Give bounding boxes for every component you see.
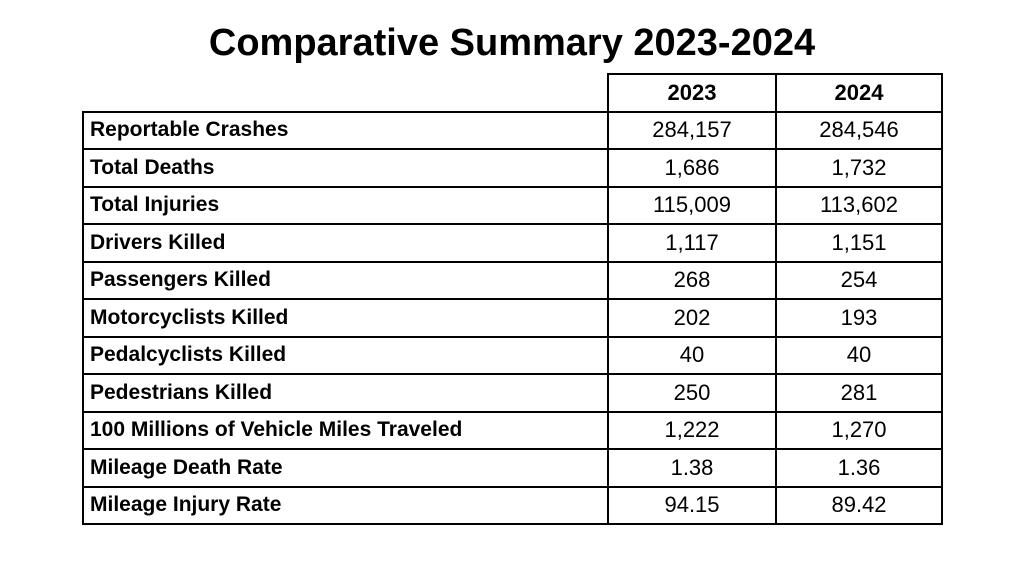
table-row: Mileage Injury Rate 94.15 89.42	[82, 485, 943, 525]
table-row: Mileage Death Rate 1.38 1.36	[82, 448, 943, 488]
row-label: Total Deaths	[82, 148, 609, 188]
cell-value: 1,732	[775, 148, 943, 188]
summary-table: 2023 2024 Reportable Crashes 284,157 284,54…	[82, 73, 943, 525]
row-label: Passengers Killed	[82, 260, 609, 300]
table-row: Total Injuries 115,009 113,602	[82, 185, 943, 225]
cell-value: 193	[775, 298, 943, 338]
table-row: Pedestrians Killed 250 281	[82, 373, 943, 413]
cell-value: 1,151	[775, 223, 943, 263]
cell-value: 40	[607, 335, 777, 375]
cell-value: 40	[775, 335, 943, 375]
header-row: 2023 2024	[83, 73, 943, 113]
cell-value: 202	[607, 298, 777, 338]
cell-value: 281	[775, 373, 943, 413]
cell-value: 268	[607, 260, 777, 300]
row-label: Motorcyclists Killed	[82, 298, 609, 338]
table-row: Drivers Killed 1,117 1,151	[82, 223, 943, 263]
cell-value: 1,222	[607, 410, 777, 450]
cell-value: 113,602	[775, 185, 943, 225]
table-row: 100 Millions of Vehicle Miles Traveled 1,…	[82, 410, 943, 450]
column-header: 2023	[607, 73, 777, 113]
table-row: Pedalcyclists Killed 40 40	[82, 335, 943, 375]
table-row: Motorcyclists Killed 202 193	[82, 298, 943, 338]
row-label: Drivers Killed	[82, 223, 609, 263]
table-row: Reportable Crashes 284,157 284,546	[82, 110, 943, 150]
cell-value: 115,009	[607, 185, 777, 225]
title: Comparative Summary 2023-2024	[208, 22, 816, 64]
row-label: Mileage Injury Rate	[82, 485, 609, 525]
row-label: Mileage Death Rate	[82, 448, 609, 488]
cell-value: 89.42	[775, 485, 943, 525]
row-label: Pedestrians Killed	[82, 373, 609, 413]
row-label: Total Injuries	[82, 185, 609, 225]
cell-value: 1,270	[775, 410, 943, 450]
table-row: Passengers Killed 268 254	[82, 260, 943, 300]
table-row: Total Deaths 1,686 1,732	[82, 148, 943, 188]
cell-value: 1.36	[775, 448, 943, 488]
cell-value: 94.15	[607, 485, 777, 525]
cell-value: 284,546	[775, 110, 943, 150]
row-label: Reportable Crashes	[82, 110, 609, 150]
cell-value: 1,686	[607, 148, 777, 188]
table-body: Reportable Crashes 284,157 284,546 Total De…	[82, 110, 943, 525]
cell-value: 1.38	[607, 448, 777, 488]
cell-value: 1,117	[607, 223, 777, 263]
row-label: Pedalcyclists Killed	[82, 335, 609, 375]
blank-header	[83, 74, 608, 113]
cell-value: 250	[607, 373, 777, 413]
column-header: 2024	[775, 73, 943, 113]
cell-value: 284,157	[607, 110, 777, 150]
cell-value: 254	[775, 260, 943, 300]
row-label: 100 Millions of Vehicle Miles Traveled	[82, 410, 609, 450]
